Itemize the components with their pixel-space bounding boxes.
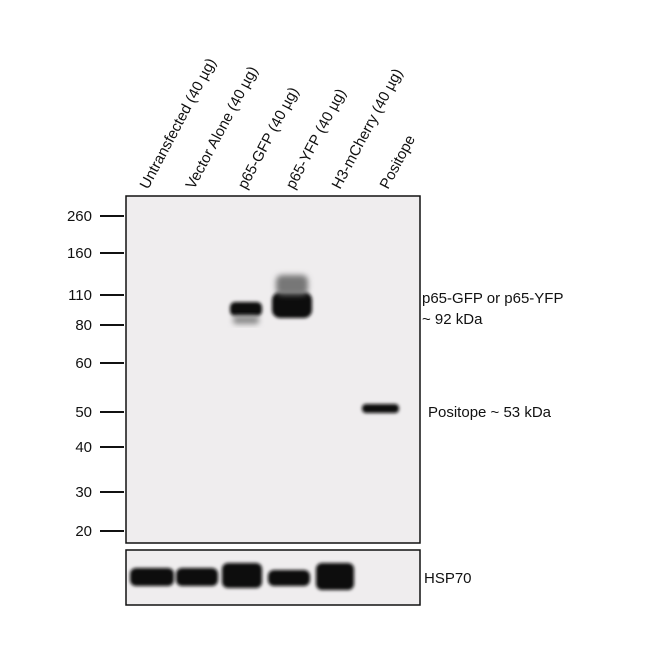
annotation: HSP70 xyxy=(424,570,472,587)
band xyxy=(272,292,312,318)
band-smear xyxy=(276,275,308,295)
marker-label: 60 xyxy=(75,355,92,372)
marker-label: 260 xyxy=(67,208,92,225)
marker-label: 110 xyxy=(68,287,92,304)
marker-label: 160 xyxy=(67,245,92,262)
band-smear xyxy=(233,316,259,324)
band xyxy=(230,302,262,316)
band xyxy=(362,404,399,413)
blot-main xyxy=(125,195,421,544)
marker-label: 50 xyxy=(75,404,92,421)
annotation: p65-GFP or p65-YFP xyxy=(422,290,563,307)
lane-label: Positope xyxy=(377,132,419,192)
marker-label: 30 xyxy=(75,484,92,501)
band xyxy=(268,570,310,586)
band xyxy=(176,568,218,586)
annotation: ~ 92 kDa xyxy=(422,311,483,328)
bands xyxy=(130,275,399,590)
marker-label: 20 xyxy=(75,523,92,540)
band xyxy=(130,568,174,586)
annotation: Positope ~ 53 kDa xyxy=(428,404,552,421)
band xyxy=(316,563,354,590)
marker-label: 80 xyxy=(75,317,92,334)
band xyxy=(222,563,262,588)
marker-label: 40 xyxy=(75,439,92,456)
